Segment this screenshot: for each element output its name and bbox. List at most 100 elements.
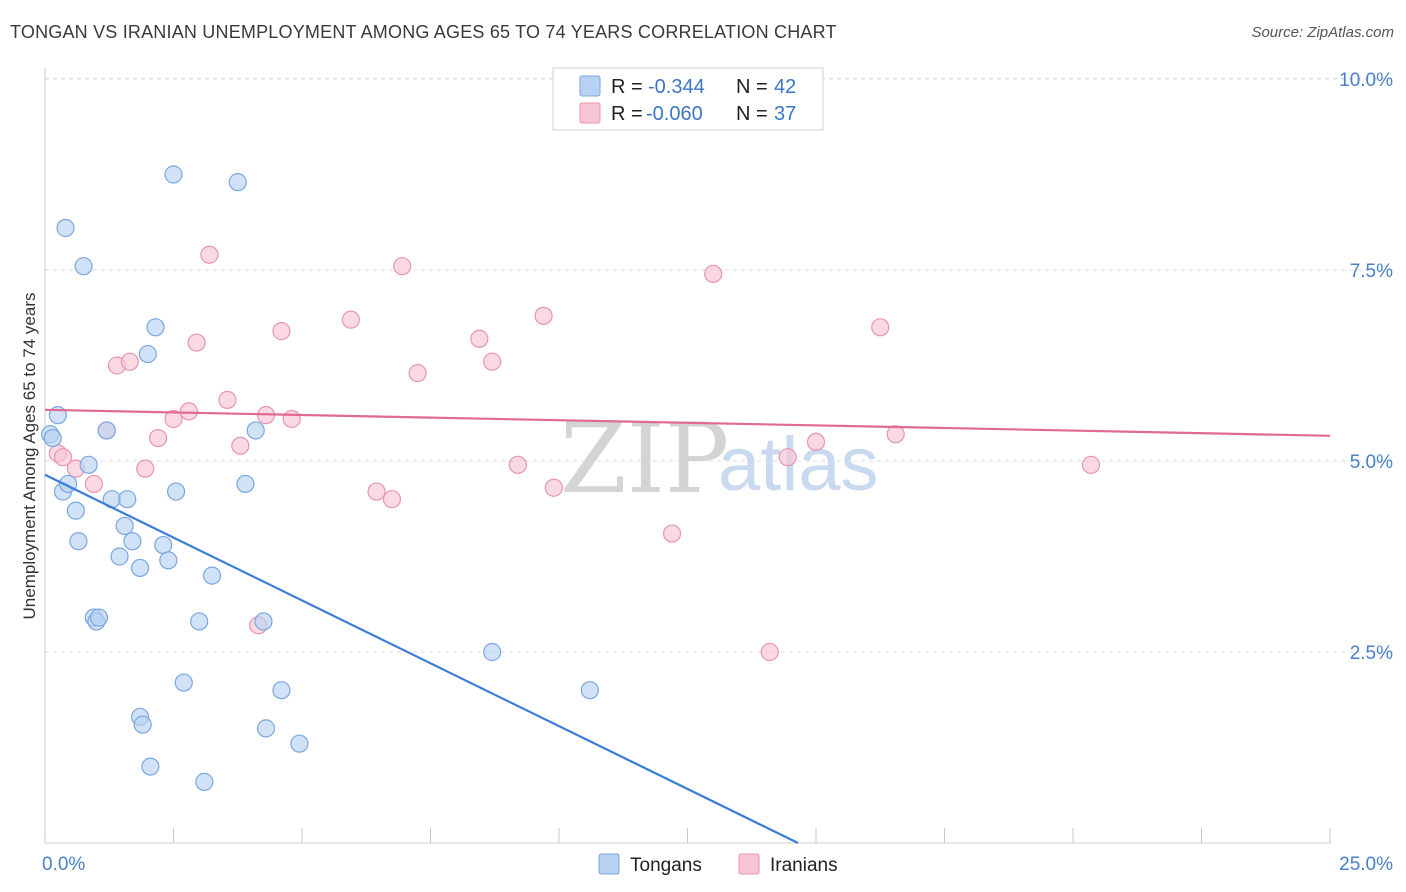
iranians-point-21: [382, 490, 402, 509]
tongans-point-12: [89, 608, 109, 627]
trend-lines: [44, 408, 1331, 844]
tongans-point-9: [79, 455, 98, 474]
gridlines: [45, 77, 1392, 653]
iranians-points: [48, 245, 1101, 662]
iranians-point-27: [534, 306, 553, 325]
legend-r-label-iranians: R =: [611, 103, 643, 125]
iranians-point-1: [53, 448, 73, 467]
tongans-points: [41, 165, 599, 791]
tick-labels: 2.5% 5.0% 7.5% 10.0% 0.0% 25.0%: [42, 70, 1393, 875]
tongans-point-18: [123, 532, 142, 551]
legend-n-value-tongans: 42: [774, 76, 796, 98]
tongans-point-37: [256, 719, 276, 738]
tongans-point-23: [141, 757, 160, 776]
iranians-point-35: [886, 425, 905, 444]
iranians-point-31: [760, 642, 779, 662]
iranians-point-25: [483, 352, 502, 371]
tongans-point-24: [146, 318, 165, 337]
tongans-point-6: [66, 501, 85, 520]
watermark: ZIP atlas: [560, 403, 879, 515]
legend-swatch-iranians: [579, 102, 601, 124]
iranians-point-24: [470, 329, 489, 348]
tongans-point-41: [580, 681, 599, 700]
iranians-point-29: [662, 524, 682, 543]
iranians-point-28: [544, 478, 563, 497]
legend-r-label-tongans: R =: [611, 76, 643, 98]
tongans-point-1: [43, 428, 62, 448]
series-legend: Tongans Iranians: [598, 853, 838, 876]
iranians-point-19: [341, 310, 360, 329]
tongans-point-21: [133, 715, 152, 734]
iranians-point-10: [179, 402, 199, 421]
tongans-point-19: [130, 558, 150, 578]
tongans-point-8: [74, 257, 93, 276]
tongans-point-28: [166, 482, 186, 501]
tongans-point-7: [69, 532, 88, 551]
tongans-point-35: [246, 421, 265, 440]
iranians-point-9: [164, 409, 183, 429]
iranians-point-13: [218, 390, 237, 409]
tongans-point-30: [190, 612, 209, 631]
iranians-point-32: [778, 448, 797, 467]
legend-n-label-tongans: N =: [736, 76, 768, 98]
y-axis-label: Unemployment Among Ages 65 to 74 years: [20, 293, 39, 620]
tongans-point-25: [154, 535, 173, 555]
tongans-point-22: [138, 344, 157, 364]
iranians-point-26: [508, 455, 527, 474]
bottom-legend-iranians: Iranians: [770, 855, 838, 876]
iranians-point-30: [704, 264, 723, 283]
iranians-point-7: [136, 459, 155, 478]
tongans-point-16: [115, 516, 134, 536]
tongans-point-15: [110, 547, 129, 566]
legend-r-value-tongans: -0.344: [648, 76, 705, 98]
bottom-legend-swatch-iranians: [738, 853, 760, 875]
x-tick-label-1: 25.0%: [1339, 854, 1393, 875]
legend-n-label-iranians: N =: [736, 103, 768, 125]
y-tick-label-0: 2.5%: [1350, 643, 1393, 664]
iranians-point-23: [408, 364, 427, 383]
tongans-point-40: [483, 642, 502, 662]
iranians-point-8: [148, 428, 168, 448]
iranians-point-34: [871, 318, 890, 337]
tongans-point-26: [159, 551, 178, 570]
iranians-point-18: [282, 409, 301, 429]
tongans-point-31: [195, 772, 214, 791]
iranians-point-17: [272, 322, 291, 341]
chart-title: TONGAN VS IRANIAN UNEMPLOYMENT AMONG AGE…: [10, 22, 837, 42]
source-credit: Source: ZipAtlas.com: [1251, 24, 1394, 41]
iranians-point-36: [1081, 455, 1101, 474]
legend-n-value-iranians: 37: [774, 103, 796, 125]
tongans-point-29: [174, 673, 193, 692]
iranians-point-6: [120, 352, 139, 371]
tongans-point-39: [290, 734, 309, 753]
tongans-point-32: [202, 566, 222, 585]
iranians-point-12: [200, 245, 219, 264]
tongans-point-13: [97, 421, 116, 440]
legend-r-value-iranians: -0.060: [646, 103, 703, 125]
stats-legend: R = -0.344 N = 42 R = -0.060 N = 37: [552, 67, 824, 131]
legend-swatch-tongans: [579, 75, 601, 97]
y-tick-label-2: 7.5%: [1350, 261, 1393, 282]
tongans-trend-line: [44, 473, 799, 844]
tongans-point-38: [272, 681, 291, 700]
iranians-point-14: [231, 436, 250, 455]
tongans-point-36: [254, 612, 273, 631]
y-tick-label-3: 10.0%: [1339, 70, 1393, 91]
tongans-point-17: [118, 490, 137, 509]
iranians-point-33: [806, 432, 826, 451]
tongans-point-33: [228, 173, 247, 192]
tongans-point-34: [236, 474, 255, 494]
iranians-point-20: [367, 482, 386, 501]
iranians-point-22: [393, 257, 412, 276]
iranians-trend-line: [44, 408, 1331, 437]
watermark-atlas: atlas: [718, 422, 879, 507]
x-tick-label-0: 0.0%: [42, 854, 85, 875]
y-tick-label-1: 5.0%: [1350, 452, 1393, 473]
iranians-point-11: [187, 333, 206, 352]
axes: [44, 68, 1331, 844]
iranians-point-3: [84, 474, 103, 494]
bottom-legend-swatch-tongans: [598, 853, 620, 875]
tongans-point-4: [56, 218, 75, 238]
bottom-legend-tongans: Tongans: [630, 855, 702, 876]
